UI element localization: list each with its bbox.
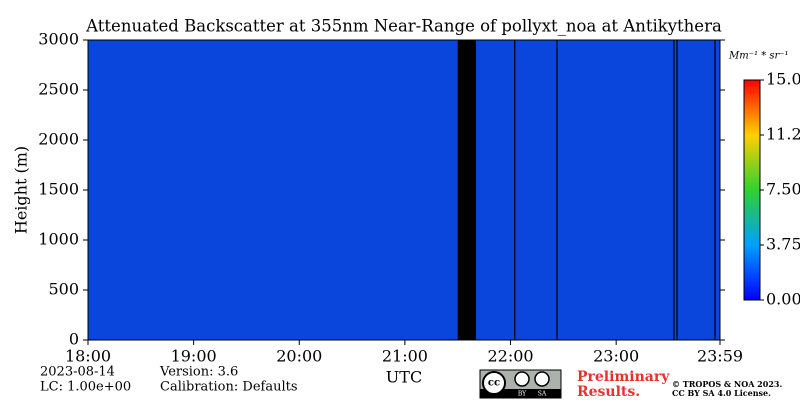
date: 2023-08-14 (40, 365, 115, 380)
version: Version: 3.6 (159, 365, 238, 380)
results: Results. (577, 384, 640, 400)
badge-by: BY (518, 391, 527, 398)
heatmap-field (88, 40, 720, 340)
copyright: © TROPOS & NOA 2023. (672, 379, 782, 389)
y-tick-label: 0 (69, 330, 79, 349)
colorbar-tick-label: 15.00 (766, 70, 800, 89)
lc: LC: 1.00e+00 (40, 380, 131, 395)
license-badge: cc BY SA (479, 369, 562, 399)
x-axis-label: UTC (386, 368, 422, 387)
x-tick-label: 18:00 (65, 347, 111, 366)
x-tick-label: 22:00 (487, 347, 533, 366)
y-tick-label: 500 (48, 280, 79, 299)
chart-title: Attenuated Backscatter at 355nm Near-Ran… (85, 17, 722, 36)
x-tick-label: 23:59 (697, 347, 743, 366)
colorbar-unit: Mm⁻¹ * sr⁻¹ (728, 51, 789, 62)
x-tick-label: 21:00 (382, 347, 428, 366)
license: CC BY SA 4.0 License. (672, 388, 771, 398)
colorbar (743, 79, 761, 301)
y-tick-label: 1000 (38, 230, 79, 249)
calibration: Calibration: Defaults (160, 380, 298, 395)
y-tick-label: 3000 (38, 30, 79, 49)
colorbar-tick-label: 11.25 (766, 125, 800, 144)
svg-text:cc: cc (488, 378, 500, 389)
x-tick-label: 23:00 (593, 347, 639, 366)
preliminary: Preliminary (577, 369, 670, 385)
badge-sa: SA (538, 391, 547, 398)
y-axis-label: Height (m) (12, 146, 31, 234)
x-tick-label: 19:00 (171, 347, 217, 366)
y-tick-label: 2000 (38, 130, 79, 149)
colorbar-tick-label: 7.50 (766, 180, 800, 199)
colorbar-tick-label: 3.75 (766, 235, 800, 254)
y-tick-label: 2500 (38, 80, 79, 99)
colorbar-tick-label: 0.00 (766, 290, 800, 309)
no-data-gap (457, 40, 476, 340)
y-tick-label: 1500 (38, 180, 79, 199)
x-tick-label: 20:00 (276, 347, 322, 366)
